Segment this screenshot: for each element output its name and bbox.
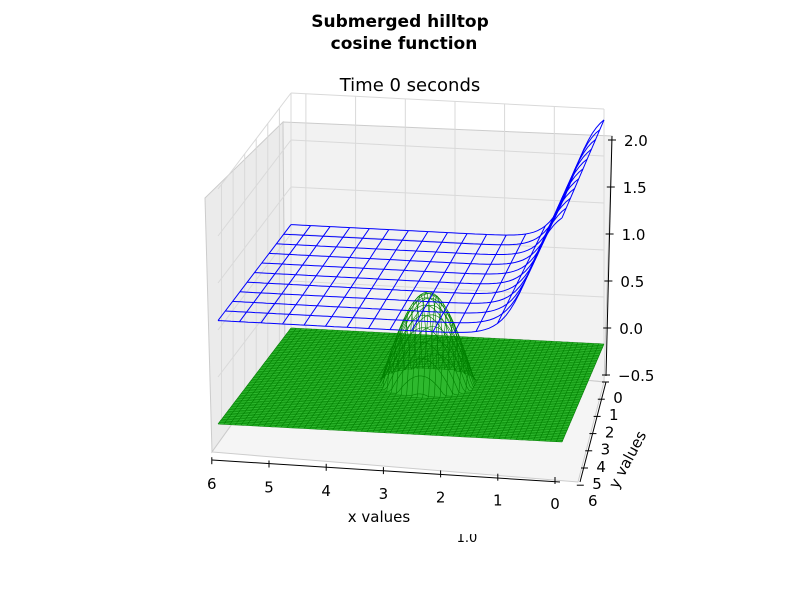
x-axis-line — [211, 459, 561, 483]
water-line — [261, 158, 588, 275]
side-gridline — [217, 280, 292, 378]
bottom-terrain-wireframe — [217, 291, 605, 443]
water-line — [290, 119, 605, 236]
x-tick-label: 4 — [321, 482, 331, 500]
side-gridline — [217, 139, 292, 237]
water-line — [225, 207, 567, 324]
x-tick-label: 3 — [379, 485, 389, 503]
terrain-line — [217, 423, 563, 443]
back-gridline — [290, 186, 605, 204]
terrain-line — [234, 328, 307, 426]
terrain-line — [225, 414, 567, 433]
back-gridline — [290, 92, 605, 110]
x-tick-label: 5 — [264, 479, 274, 497]
chart-subtitle: Time 0 seconds — [339, 75, 481, 96]
z-tick-label: 1.5 — [623, 179, 647, 197]
water-line — [239, 188, 575, 304]
axis-lines — [211, 135, 613, 483]
terrain-line — [252, 329, 323, 426]
y-tick-label: 0 — [613, 389, 623, 407]
z-tick-label: 0.5 — [620, 273, 644, 291]
water-line — [217, 217, 563, 333]
y-tick-label: 3 — [601, 441, 611, 459]
water-line — [269, 148, 592, 265]
water-line — [232, 197, 571, 314]
terrain-line — [263, 329, 333, 427]
z-tick-label: 2.0 — [624, 132, 648, 150]
terrain-line — [220, 420, 564, 439]
terrain-line — [240, 328, 313, 426]
x-axis-label: x values — [348, 508, 411, 526]
y-axis-line — [579, 381, 607, 483]
x-tick-label: 0 — [550, 495, 560, 513]
z-tick-label: 1.0 — [622, 226, 646, 244]
back-gridline — [290, 139, 605, 157]
y-tick-label: 4 — [596, 458, 606, 476]
terrain-line — [229, 328, 302, 425]
water-line — [276, 139, 596, 255]
z-axis-ticks: −0.5 0.0 0.5 1.0 1.5 2.0 — [602, 132, 654, 385]
x-tick-label: 1 — [493, 492, 503, 510]
terrain-line — [269, 330, 339, 427]
side-gridline — [217, 186, 292, 284]
water-line — [283, 129, 601, 246]
terrain-line — [222, 417, 565, 436]
terrain-line — [227, 410, 568, 430]
z-axis-line — [605, 135, 613, 377]
x-axis-ticks: 0 1 2 3 4 5 6 — [207, 457, 560, 513]
water-line — [247, 178, 580, 294]
x-tick-label: 6 — [207, 475, 217, 493]
chart-title-line-2: cosine function — [331, 34, 478, 54]
terrain-line — [246, 329, 318, 426]
z-tick-label: 0.0 — [619, 320, 643, 338]
z-tick-label: −0.5 — [618, 367, 654, 385]
terrain-line — [219, 422, 563, 441]
y-tick-label: 5 — [592, 475, 602, 493]
terrain-line — [217, 327, 292, 425]
terrain-line — [226, 412, 567, 431]
water-line — [254, 168, 584, 285]
terrain-floor-fill — [218, 328, 604, 442]
side-gridline — [217, 233, 292, 331]
stray-tick-label: 1.0 — [457, 531, 478, 546]
water-surface-wireframe — [217, 119, 605, 333]
chart-title-line-1: Submerged hilltop — [311, 12, 489, 32]
y-tick-label: 2 — [605, 423, 615, 441]
terrain-line — [228, 409, 569, 428]
terrain-line — [230, 407, 570, 426]
y-tick-label: 1 — [609, 406, 619, 424]
terrain-line — [221, 418, 565, 438]
x-tick-label: 2 — [436, 488, 446, 506]
terrain-line — [224, 415, 566, 435]
y-tick-label: 6 — [588, 492, 598, 510]
side-gridline — [217, 92, 292, 190]
terrain-line — [257, 329, 328, 427]
terrain-line — [223, 328, 297, 425]
back-gridline — [290, 280, 605, 298]
